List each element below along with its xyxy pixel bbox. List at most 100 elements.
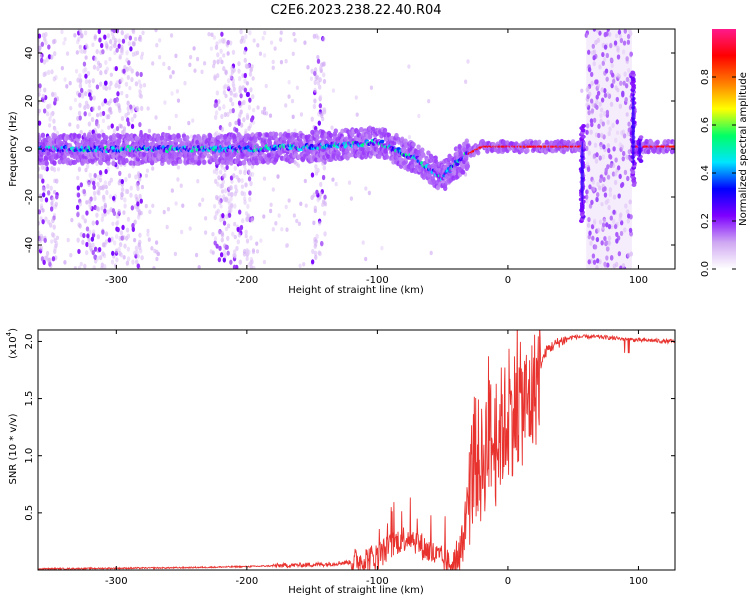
spectrogram-cell — [111, 160, 116, 166]
spectrogram-cell — [110, 259, 115, 265]
spectrogram-cell — [623, 71, 627, 77]
spectrogram-cell — [104, 40, 108, 47]
spectrogram-cell — [103, 34, 107, 40]
spectrogram-cell — [49, 112, 53, 118]
spectrogram-cell — [213, 236, 218, 242]
spectrogram-cell — [110, 123, 114, 129]
spectrogram-cell — [226, 84, 230, 90]
spectrogram-cell — [586, 222, 591, 228]
spectrogram-cell — [133, 250, 137, 256]
spectrogram-cell — [607, 131, 611, 137]
spectrogram-cell — [244, 234, 248, 239]
spectrogram-cell — [218, 245, 222, 251]
spectrogram-cell — [367, 190, 371, 196]
spectrogram-cell — [48, 116, 52, 122]
spectrogram-cell — [134, 106, 139, 112]
y-tick-label: 1.5 — [24, 391, 35, 407]
spectrogram-cell — [299, 112, 304, 117]
spectrogram-cell — [53, 237, 57, 244]
spectrogram-cell — [333, 128, 338, 134]
spectrogram-cell — [63, 260, 67, 265]
spectrogram-cell — [319, 181, 323, 187]
spectrogram-cell — [295, 85, 299, 91]
spectrogram-cell — [322, 72, 326, 78]
spectrogram-cell — [38, 83, 42, 89]
spectrogram-cell — [78, 73, 82, 79]
spectrogram-cell — [95, 220, 99, 226]
spectrogram-cell — [222, 65, 226, 72]
spectrogram-cell — [76, 192, 81, 198]
spectrogram-cell — [51, 256, 56, 262]
spectrogram-cell — [83, 111, 87, 117]
spectrogram-cell — [607, 224, 612, 230]
spectrogram-cell — [457, 144, 462, 150]
spectrogram-cell — [130, 205, 135, 211]
spectrogram-cell — [130, 108, 134, 114]
spectrogram-cell — [84, 55, 88, 60]
spectrogram-cell — [191, 118, 195, 123]
spectrogram-cell — [242, 117, 246, 123]
spectrogram-cell — [302, 262, 306, 267]
spectrogram-cell — [213, 214, 217, 221]
spectrogram-cell — [114, 234, 119, 240]
spectrogram-cell — [48, 123, 52, 128]
spectrogram-cell — [50, 91, 55, 97]
spectrogram-cell — [134, 81, 139, 87]
spectrogram-cell — [238, 259, 242, 265]
spectrogram-cell — [91, 78, 95, 84]
spectrogram-cell — [44, 40, 48, 46]
spectrogram-cell — [631, 91, 635, 167]
spectrogram-cell — [74, 69, 79, 74]
snr-y-ticks: 0.5 1.0 1.5 2.0 — [24, 333, 675, 521]
spectrogram-cell — [466, 59, 470, 64]
spectrogram-cell — [251, 248, 256, 253]
spectrogram-cell — [103, 202, 107, 208]
spectrogram-cell — [597, 123, 601, 129]
spectrogram-cell — [38, 120, 42, 126]
spectrogram-cell — [91, 106, 95, 112]
spectrogram-cell — [158, 54, 162, 60]
spectrogram-cell — [273, 46, 277, 51]
spectrogram-cell — [615, 96, 620, 103]
y-tick-label: 40 — [24, 47, 35, 60]
spectrogram-cell — [40, 132, 46, 138]
spectrogram-cell — [222, 89, 227, 95]
spectrogram-cell — [242, 99, 246, 106]
spectrogram-cell — [229, 259, 233, 265]
spectrogram-cell — [163, 100, 167, 105]
spectrogram-cell — [41, 178, 45, 184]
spectrogram-cell — [271, 227, 275, 232]
spectrogram-cell — [214, 210, 219, 216]
spectrogram-cell — [220, 237, 225, 243]
spectrogram-cell — [596, 90, 601, 96]
spectrogram-cell — [120, 115, 125, 122]
spectrogram-cell — [214, 44, 219, 50]
spectrogram-cell — [66, 237, 70, 243]
spectrogram-cell — [318, 77, 322, 83]
spectrogram-cell — [476, 150, 481, 156]
spectrogram-cell — [407, 64, 411, 69]
spectrogram-cell — [189, 54, 193, 60]
spectrogram-cell — [465, 163, 471, 169]
spectrogram-cell — [95, 161, 99, 167]
spectrogram-cell — [247, 125, 251, 131]
spectrogram-cell — [138, 121, 142, 128]
spectrogram-cell — [150, 246, 154, 251]
spectrogram-cell — [95, 48, 99, 55]
spectrogram-cell — [38, 220, 41, 226]
x-tick-label: 0 — [505, 275, 511, 286]
spectrogram-cell — [229, 97, 233, 103]
spectrogram-y-axis-label: Frequency (Hz) — [8, 111, 19, 187]
spectrogram-cell — [174, 113, 178, 119]
spectrogram-cell — [323, 194, 327, 200]
spectrogram-cell — [219, 204, 223, 209]
spectrogram-cell — [128, 35, 133, 41]
spectrogram-cell — [248, 196, 252, 202]
spectrogram-cell — [39, 203, 44, 209]
spectrogram-cell — [135, 197, 139, 203]
spectrogram-cell — [81, 239, 85, 245]
spectrogram-cell — [169, 33, 174, 38]
spectrogram-cell — [45, 111, 50, 117]
spectrogram-cell — [626, 209, 630, 215]
spectrogram-cell — [220, 230, 224, 236]
